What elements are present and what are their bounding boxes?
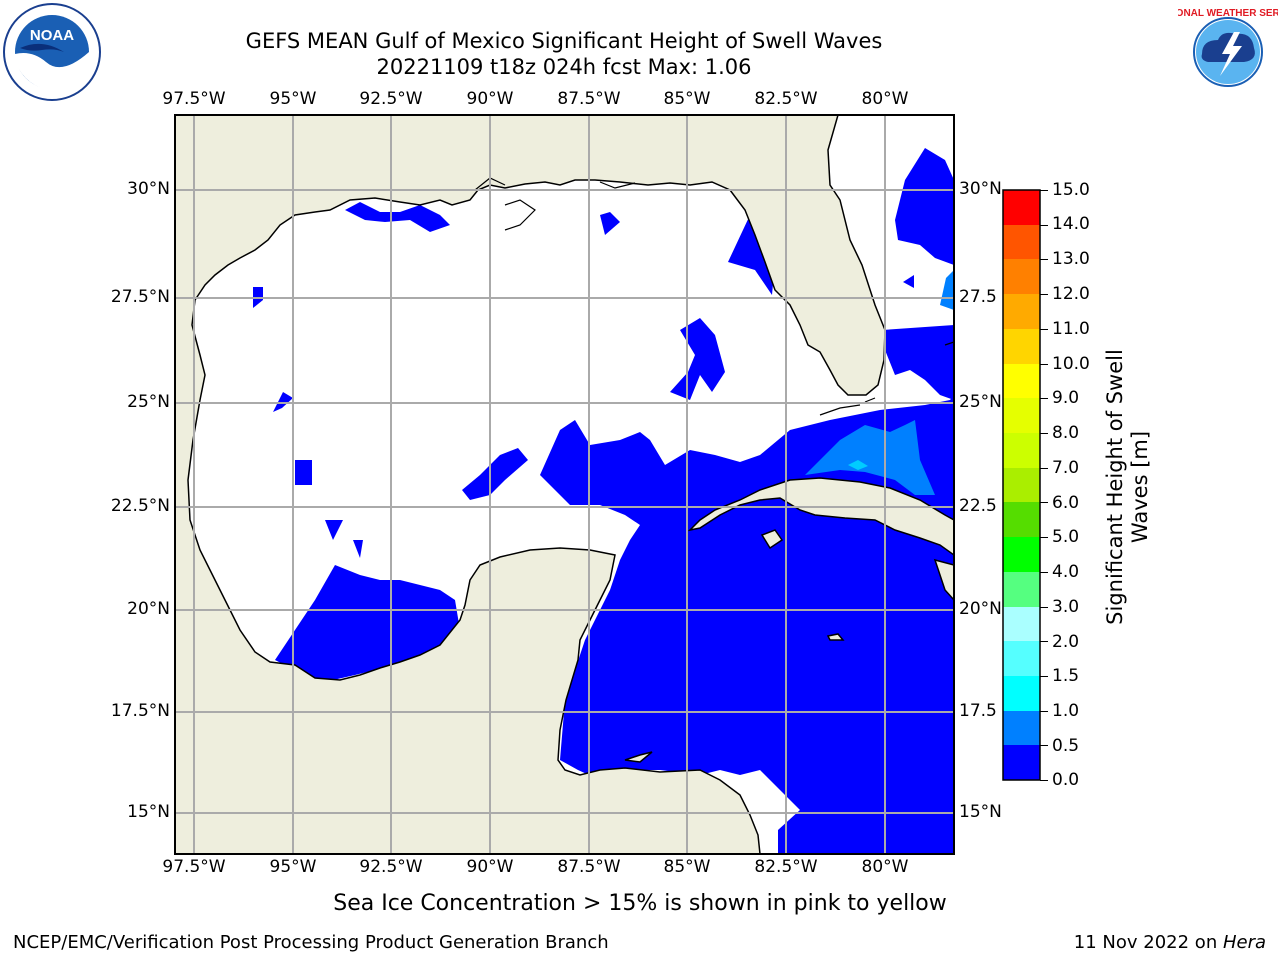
- lon-label-top: 87.5°W: [557, 89, 621, 109]
- lon-label-bottom: 90°W: [466, 857, 514, 877]
- colorbar-tick: 14.0: [1052, 214, 1090, 234]
- colorbar-tick: 15.0: [1052, 180, 1090, 200]
- lat-label-left: 20°N: [127, 599, 170, 619]
- colorbar-tick: 11.0: [1052, 319, 1090, 339]
- lon-label-top: 90°W: [466, 89, 514, 109]
- lat-label-left: 25°N: [127, 392, 170, 412]
- lon-label-top: 95°W: [269, 89, 317, 109]
- lon-label-top: 97.5°W: [162, 89, 226, 109]
- lon-label-bottom: 95°W: [269, 857, 317, 877]
- noaa-logo: NOAA: [2, 2, 102, 102]
- colorbar-tick: 2.0: [1052, 632, 1080, 652]
- colorbar-tick: 3.0: [1052, 597, 1080, 617]
- lat-label-left: 27.5°N: [110, 287, 170, 307]
- colorbar-tick: 13.0: [1052, 249, 1090, 269]
- lon-label-bottom: 87.5°W: [557, 857, 621, 877]
- lon-label-bottom: 85°W: [663, 857, 711, 877]
- colorbar-tick: 7.0: [1052, 458, 1080, 478]
- lat-label-right: 15°N: [959, 802, 1002, 822]
- lon-label-bottom: 80°W: [861, 857, 909, 877]
- swell-peak: [848, 460, 868, 470]
- lon-label-bottom: 82.5°W: [754, 857, 818, 877]
- colorbar: [1002, 189, 1041, 781]
- footer-date: 11 Nov 2022 on Hera: [1073, 932, 1266, 953]
- land: [175, 115, 954, 854]
- colorbar-tick: 10.0: [1052, 354, 1090, 374]
- lat-label-left: 22.5°N: [110, 496, 170, 516]
- lat-label-left: 30°N: [127, 179, 170, 199]
- lat-label-right: 20°N: [959, 599, 1002, 619]
- svg-text:NATIONAL WEATHER SERVICE: NATIONAL WEATHER SERVICE: [1178, 8, 1278, 19]
- footer-credit: NCEP/EMC/Verification Post Processing Pr…: [13, 932, 609, 953]
- sea-ice-caption: Sea Ice Concentration > 15% is shown in …: [333, 891, 947, 916]
- graticule: [175, 115, 954, 854]
- colorbar-label: Significant Height of Swell Waves [m]: [1103, 349, 1152, 625]
- lat-label-left: 17.5°N: [110, 701, 170, 721]
- nws-logo: NATIONAL WEATHER SERVICE: [1153, 2, 1280, 102]
- lon-label-top: 92.5°W: [359, 89, 423, 109]
- colorbar-tick: 5.0: [1052, 527, 1080, 547]
- lat-label-right: 17.5: [959, 701, 997, 721]
- colorbar-tick: 0.0: [1052, 770, 1080, 790]
- lon-label-top: 80°W: [861, 89, 909, 109]
- lat-label-left: 15°N: [127, 802, 170, 822]
- map-subtitle: 20221109 t18z 024h fcst Max: 1.06: [376, 55, 752, 79]
- colorbar-tick: 0.5: [1052, 736, 1080, 756]
- lon-label-top: 82.5°W: [754, 89, 818, 109]
- lon-label-top: 85°W: [663, 89, 711, 109]
- colorbar-tick: 9.0: [1052, 388, 1080, 408]
- colorbar-tick: 6.0: [1052, 493, 1080, 513]
- lon-label-bottom: 92.5°W: [359, 857, 423, 877]
- colorbar-tick: 1.5: [1052, 666, 1080, 686]
- lat-label-right: 27.5: [959, 287, 997, 307]
- colorbar-tick: 8.0: [1052, 423, 1080, 443]
- map-title: GEFS MEAN Gulf of Mexico Significant Hei…: [245, 29, 883, 53]
- svg-text:NOAA: NOAA: [30, 27, 74, 44]
- colorbar-tick: 1.0: [1052, 701, 1080, 721]
- lat-label-right: 25°N: [959, 392, 1002, 412]
- colorbar-tick: 4.0: [1052, 562, 1080, 582]
- colorbar-tick: 12.0: [1052, 284, 1090, 304]
- lat-label-right: 30°N: [959, 179, 1002, 199]
- map-frame: [174, 114, 955, 855]
- lon-label-bottom: 97.5°W: [162, 857, 226, 877]
- lat-label-right: 22.5: [959, 496, 997, 516]
